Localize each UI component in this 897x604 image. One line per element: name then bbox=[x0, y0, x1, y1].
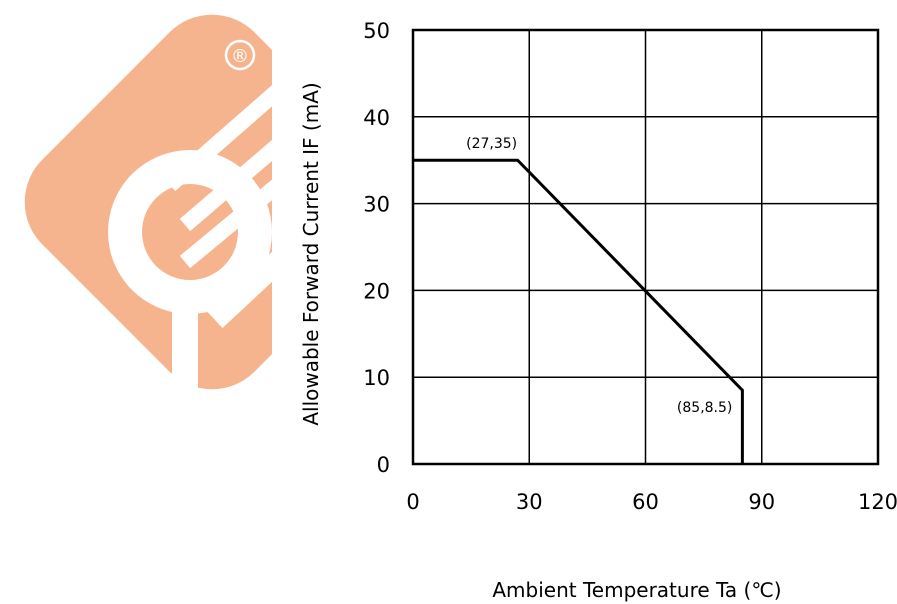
x-axis-label: Ambient Temperature Ta (℃) bbox=[492, 578, 781, 602]
grid bbox=[412, 29, 879, 465]
y-tick-label: 10 bbox=[363, 366, 390, 390]
x-tick-label: 90 bbox=[748, 490, 775, 514]
x-tick-label: 0 bbox=[406, 490, 419, 514]
y-tick-label: 20 bbox=[363, 279, 390, 303]
y-tick-label: 30 bbox=[363, 193, 390, 217]
x-tick-label: 120 bbox=[858, 490, 897, 514]
annotation-label: (27,35) bbox=[466, 136, 517, 152]
annotation-label: (85,8.5) bbox=[677, 400, 732, 416]
y-tick-label: 0 bbox=[377, 453, 390, 477]
plot-frame bbox=[411, 28, 880, 466]
x-tick-labels: 0 30 60 90 120 bbox=[406, 490, 897, 514]
x-tick-label: 60 bbox=[632, 490, 659, 514]
y-axis-label: Allowable Forward Current IF (mA) bbox=[299, 82, 323, 425]
watermark-logo: ® bbox=[24, 14, 272, 394]
y-tick-label: 40 bbox=[363, 106, 390, 130]
registered-mark: ® bbox=[231, 46, 249, 67]
y-tick-label: 50 bbox=[363, 19, 390, 43]
y-tick-labels: 0 10 20 30 40 50 bbox=[363, 19, 390, 477]
derating-curve bbox=[413, 158, 744, 464]
series-layer bbox=[413, 158, 744, 464]
annotations: (27,35) (85,8.5) bbox=[466, 136, 732, 416]
x-tick-label: 30 bbox=[516, 490, 543, 514]
